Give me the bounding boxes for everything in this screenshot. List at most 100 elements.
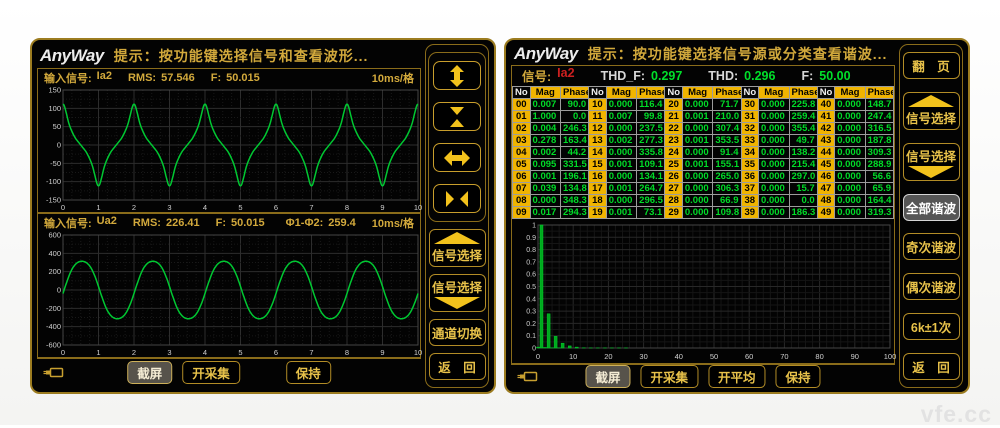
svg-text:0: 0 <box>61 348 65 357</box>
compress-vertical-icon <box>442 105 472 129</box>
back-button[interactable]: 返 回 <box>429 353 486 380</box>
screenshot-button[interactable]: 截屏 <box>585 365 630 388</box>
channel-switch-button[interactable]: 通道切换 <box>429 319 486 346</box>
wave1-freq: F: 50.015 <box>211 72 260 84</box>
harmonic-mag-cell: 0.000 <box>759 98 789 110</box>
harmonic-phase-cell: 294.3 <box>560 206 588 218</box>
harmonic-phase-cell: 109.8 <box>713 206 741 218</box>
svg-text:1: 1 <box>96 348 100 357</box>
table-header-cell: Mag <box>530 86 560 98</box>
rms-value: 226.41 <box>166 217 200 229</box>
harmonic-no-cell: 08 <box>513 194 531 206</box>
harmonic-phase-cell: 196.1 <box>560 170 588 182</box>
signal-select-down-button[interactable]: 信号选择 <box>429 274 486 312</box>
svg-text:600: 600 <box>48 231 61 240</box>
harmonic-phase-cell: 355.4 <box>789 122 817 134</box>
thd-label: THD: <box>708 69 738 83</box>
harmonic-no-cell: 14 <box>589 146 607 158</box>
right-panel-header: AnyWay 提示：按功能键选择信号源或分类查看谐波... <box>511 44 895 65</box>
harmonic-mag-cell: 0.000 <box>606 98 636 110</box>
compress-vertical-button[interactable] <box>433 102 481 131</box>
harmonic-mag-cell: 0.000 <box>759 122 789 134</box>
even-harmonics-button[interactable]: 偶次谐波 <box>903 273 960 300</box>
harmonic-no-cell: 37 <box>741 182 759 194</box>
harmonic-bar <box>547 314 550 348</box>
harmonic-no-cell: 44 <box>817 146 835 158</box>
expand-horizontal-button[interactable] <box>433 143 481 172</box>
svg-text:3: 3 <box>167 203 171 212</box>
phase-diff-label: Φ1-Φ2: <box>286 217 324 229</box>
svg-text:30: 30 <box>639 352 647 361</box>
harmonic-no-cell: 48 <box>817 194 835 206</box>
signal-select-down-button[interactable]: 信号选择 <box>903 143 960 181</box>
harmonic-no-cell: 35 <box>741 158 759 170</box>
harmonics-data-box: 信号: Ia2 THD_F: 0.297 THD: 0.296 F: 50.00 <box>511 65 895 364</box>
harmonic-no-cell: 46 <box>817 170 835 182</box>
harmonic-mag-cell: 1.000 <box>530 110 560 122</box>
back-button[interactable]: 返 回 <box>903 353 960 380</box>
triangle-down-icon <box>908 166 954 178</box>
rms-label: RMS: <box>128 72 156 84</box>
svg-text:0: 0 <box>57 141 61 150</box>
signal-select-up-button[interactable]: 信号选择 <box>429 229 486 267</box>
svg-text:0: 0 <box>536 352 540 361</box>
wave1-rms: RMS: 57.546 <box>128 72 195 84</box>
waveform-panel: AnyWay 提示：按功能键选择信号和查看波形... 输入信号: Ia2 RMS… <box>30 38 496 394</box>
harmonic-no-cell: 09 <box>513 206 531 218</box>
svg-text:5: 5 <box>238 203 242 212</box>
svg-text:5: 5 <box>238 348 242 357</box>
harmonic-phase-cell: 71.7 <box>713 98 741 110</box>
harmonic-phase-cell: 247.4 <box>865 110 893 122</box>
harmonic-no-cell: 29 <box>665 206 683 218</box>
signal-select-up-button[interactable]: 信号选择 <box>903 92 960 130</box>
power-plug-icon <box>517 370 539 383</box>
odd-harmonics-button[interactable]: 奇次谐波 <box>903 233 960 260</box>
harmonic-mag-cell: 0.039 <box>530 182 560 194</box>
page-turn-button[interactable]: 翻 页 <box>903 52 960 79</box>
harmonic-bar <box>561 343 564 348</box>
harmonic-mag-cell: 0.000 <box>835 122 865 134</box>
screenshot-button[interactable]: 截屏 <box>127 361 172 384</box>
start-acquire-button[interactable]: 开采集 <box>182 361 240 384</box>
freq-label: F: <box>216 217 226 229</box>
harmonic-no-cell: 41 <box>817 110 835 122</box>
rms-value: 57.546 <box>161 72 195 84</box>
harmonic-phase-cell: 296.5 <box>637 194 665 206</box>
compress-horizontal-button[interactable] <box>433 184 481 213</box>
left-side-button-column: 信号选择 信号选择 通道切换 返 回 <box>425 44 489 388</box>
harmonic-no-cell: 04 <box>513 146 531 158</box>
start-average-button[interactable]: 开平均 <box>708 365 766 388</box>
harmonic-mag-cell: 0.000 <box>835 146 865 158</box>
svg-text:-200: -200 <box>46 304 61 313</box>
svg-text:7: 7 <box>309 348 313 357</box>
harmonic-mag-cell: 0.000 <box>682 206 712 218</box>
harmonic-no-cell: 30 <box>741 98 759 110</box>
info-signal: 信号: Ia2 <box>522 66 575 85</box>
hold-button[interactable]: 保持 <box>776 365 821 388</box>
harmonic-no-cell: 28 <box>665 194 683 206</box>
all-harmonics-button[interactable]: 全部谐波 <box>903 194 960 221</box>
harmonics-info-bar: 信号: Ia2 THD_F: 0.297 THD: 0.296 F: 50.00 <box>512 66 894 86</box>
signal-value: Ia2 <box>557 66 574 85</box>
harmonic-mag-cell: 0.000 <box>759 158 789 170</box>
harmonic-no-cell: 21 <box>665 110 683 122</box>
harmonics-main-area: AnyWay 提示：按功能键选择信号源或分类查看谐波... 信号: Ia2 TH… <box>511 44 895 388</box>
harmonic-no-cell: 16 <box>589 170 607 182</box>
six-k-plus-minus-one-button[interactable]: 6k±1次 <box>903 313 960 340</box>
expand-vertical-button[interactable] <box>433 61 481 90</box>
zoom-button-group <box>428 52 486 222</box>
harmonic-mag-cell: 0.000 <box>835 170 865 182</box>
harmonic-mag-cell: 0.000 <box>759 146 789 158</box>
start-acquire-button[interactable]: 开采集 <box>640 365 698 388</box>
harmonic-mag-cell: 0.000 <box>530 194 560 206</box>
hold-button[interactable]: 保持 <box>286 361 331 384</box>
signal-select-down-label: 信号选择 <box>906 146 956 165</box>
svg-text:60: 60 <box>745 352 753 361</box>
svg-text:10: 10 <box>414 203 422 212</box>
harmonic-no-cell: 10 <box>589 98 607 110</box>
